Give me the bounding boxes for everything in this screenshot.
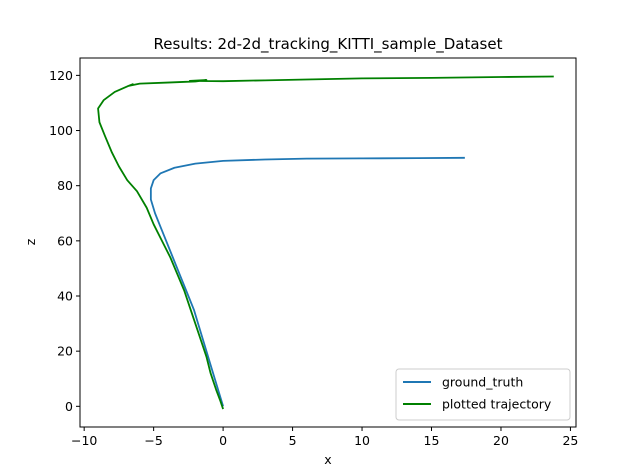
legend: ground_truth plotted trajectory [395, 368, 571, 421]
series-line-plotted-trajectory [97, 75, 554, 410]
y-tick-label: 20 [57, 344, 73, 359]
legend-label-plotted-trajectory: plotted trajectory [442, 397, 552, 412]
series-line-ground-truth [149, 156, 465, 407]
y-axis-label: z [23, 238, 38, 245]
y-tick-label: 120 [49, 68, 73, 83]
x-tick-label: 25 [562, 433, 578, 448]
y-tick-label: 60 [57, 233, 73, 248]
plot-frame [79, 57, 577, 428]
x-axis-label: x [324, 452, 331, 467]
x-tick-label: −10 [71, 433, 97, 448]
y-axis: 0 20 40 60 80 100 120 [49, 68, 80, 414]
legend-box [395, 368, 571, 421]
x-tick-label: 0 [219, 433, 227, 448]
legend-label-ground-truth: ground_truth [442, 375, 523, 390]
y-tick-label: 40 [57, 289, 73, 304]
x-tick-label: 15 [424, 433, 440, 448]
x-tick-label: −5 [144, 433, 162, 448]
x-tick-label: 5 [289, 433, 297, 448]
x-axis: −10 −5 0 5 10 15 20 25 [71, 427, 578, 448]
y-tick-label: 100 [49, 123, 73, 138]
series-layer [97, 75, 554, 410]
y-tick-label: 80 [57, 178, 73, 193]
y-tick-label: 0 [65, 399, 73, 414]
chart-title: Results: 2d-2d_tracking_KITTI_sample_Dat… [154, 35, 503, 54]
x-tick-label: 20 [493, 433, 509, 448]
x-tick-label: 10 [354, 433, 370, 448]
